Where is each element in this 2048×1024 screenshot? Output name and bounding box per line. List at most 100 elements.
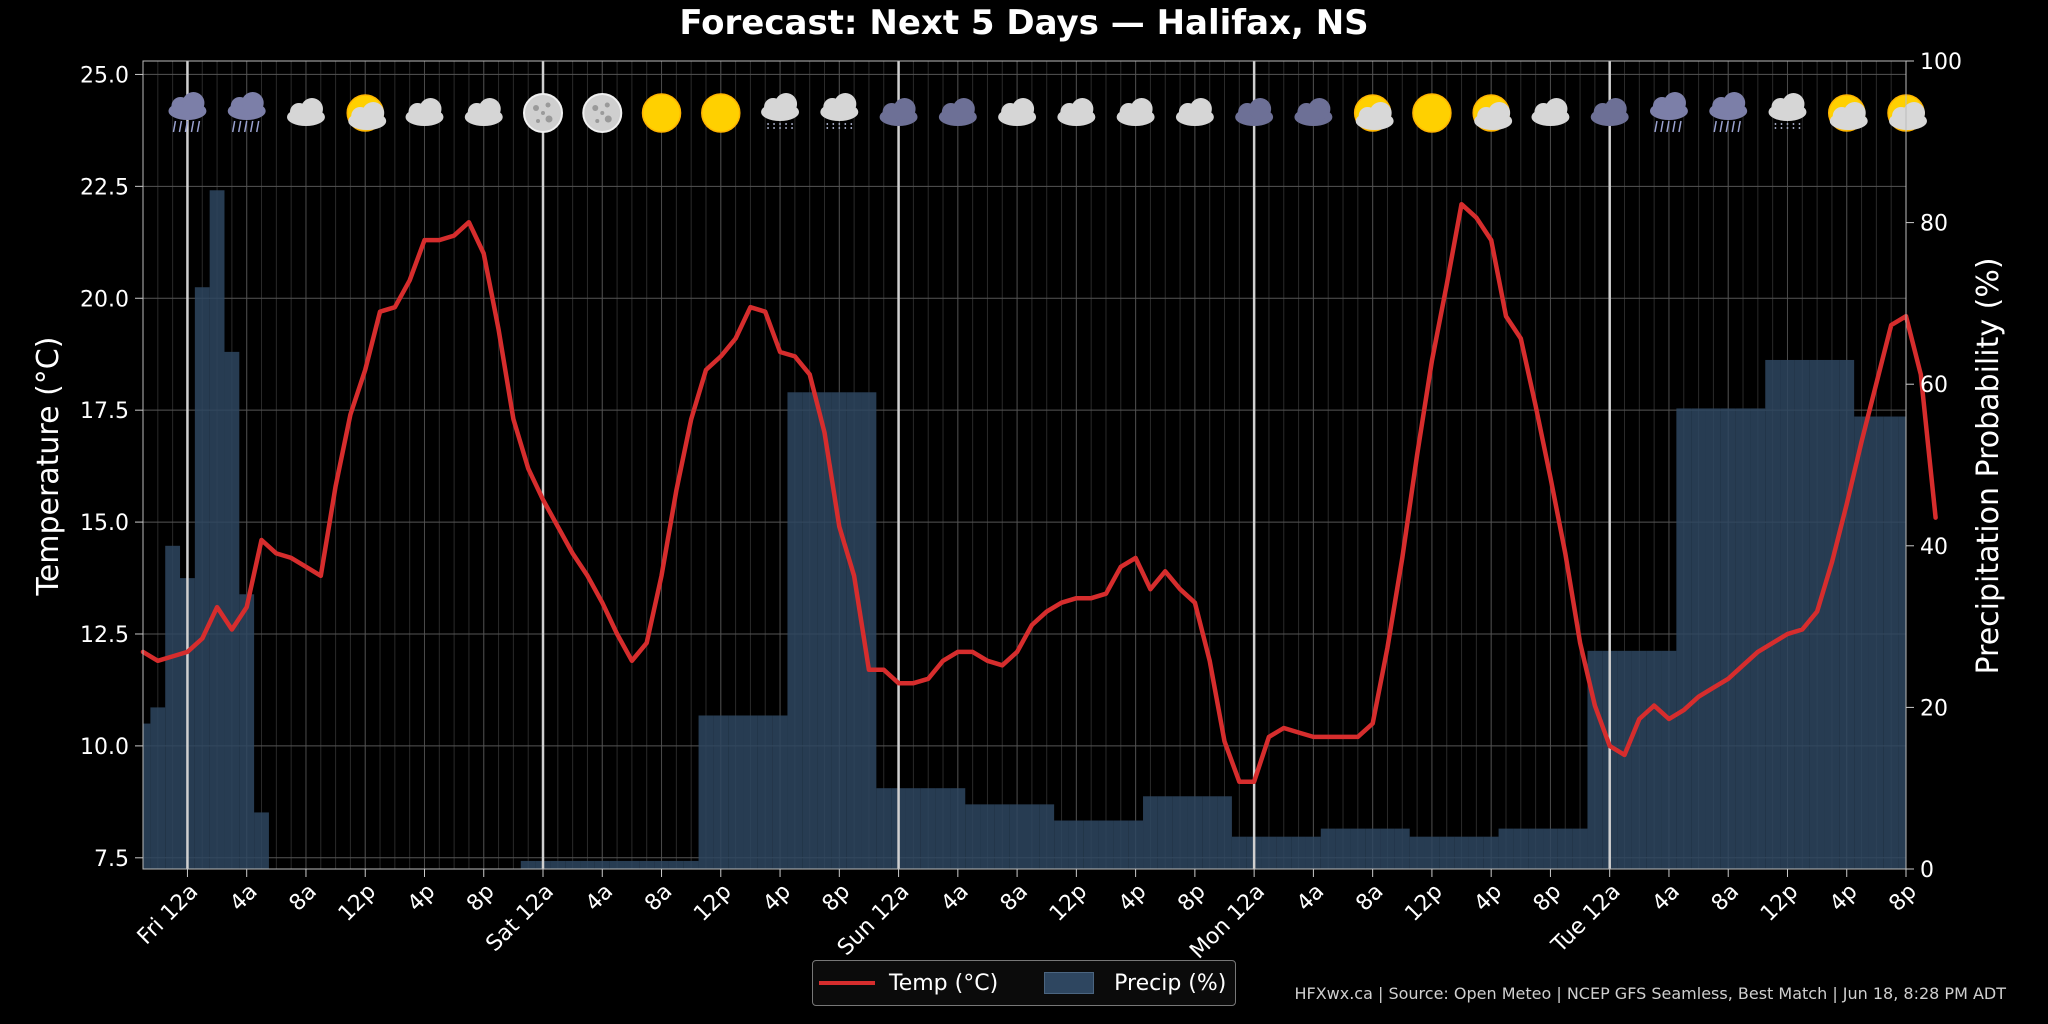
cloud-shape bbox=[775, 93, 798, 115]
moon-crater bbox=[592, 105, 599, 111]
precip-bar bbox=[757, 715, 773, 869]
precip-bar bbox=[1054, 820, 1069, 869]
precip-bar bbox=[1068, 820, 1084, 869]
precip-bar bbox=[935, 788, 951, 869]
precip-bar bbox=[239, 594, 255, 869]
cloudy-icon bbox=[1057, 98, 1096, 126]
cloud-shape bbox=[362, 102, 385, 124]
precip-bar bbox=[143, 723, 151, 869]
partly-sunny-icon bbox=[1472, 94, 1513, 132]
precip-bar bbox=[683, 860, 699, 869]
precip-bar bbox=[1468, 836, 1484, 869]
rain-streak bbox=[1678, 120, 1682, 133]
weather-icons bbox=[168, 92, 1927, 133]
legend-temp-label: Temp (°C) bbox=[889, 970, 999, 996]
cloud-shape bbox=[1663, 92, 1686, 114]
precip-bar bbox=[1646, 650, 1662, 869]
cloud-shape bbox=[1782, 93, 1805, 115]
moon-icon bbox=[582, 93, 623, 133]
dark-cloud-icon bbox=[1235, 98, 1274, 126]
precip-bar bbox=[165, 545, 181, 869]
precip-bar bbox=[1409, 836, 1425, 869]
precip-bar bbox=[1587, 650, 1603, 869]
precip-bar bbox=[861, 392, 877, 869]
rain-streak bbox=[1672, 120, 1676, 133]
rain-streak bbox=[1731, 120, 1735, 133]
precip-bar bbox=[1750, 408, 1766, 869]
cloudy-icon bbox=[1175, 98, 1214, 126]
precip-bar bbox=[550, 860, 566, 869]
precip-bar bbox=[1454, 836, 1469, 869]
precip-bar bbox=[743, 715, 758, 869]
rain-streak bbox=[255, 120, 260, 133]
plot-frame bbox=[142, 60, 1907, 870]
left-tick-label: 7.5 bbox=[94, 847, 129, 872]
x-tick-label: 8a bbox=[285, 879, 322, 916]
precip-bar bbox=[565, 860, 581, 869]
moon-crater bbox=[545, 115, 553, 123]
precip-bar bbox=[1543, 828, 1558, 869]
rain-streak bbox=[196, 120, 201, 133]
rain-streak bbox=[178, 120, 183, 133]
cloudy-icon bbox=[286, 98, 325, 126]
left-axis-ticks: 7.5 10.0 12.5 15.0 17.5 20.0 22.5 25.0 bbox=[80, 63, 143, 872]
precip-bar bbox=[920, 788, 936, 869]
x-tick-label: 12p bbox=[334, 879, 381, 926]
precip-bar bbox=[194, 287, 210, 869]
left-tick-label: 22.5 bbox=[80, 175, 129, 200]
precip-bar bbox=[1513, 828, 1529, 869]
left-tick-label: 25.0 bbox=[80, 63, 129, 88]
day-separators bbox=[186, 61, 1611, 869]
precip-bar bbox=[1631, 650, 1647, 869]
x-tick-label: 4a bbox=[225, 879, 262, 916]
precip-bar bbox=[1765, 359, 1781, 869]
cloud-shape bbox=[419, 98, 442, 120]
precip-bar bbox=[594, 860, 610, 869]
x-tick-label: 4a bbox=[1292, 879, 1329, 916]
precip-bar bbox=[1839, 359, 1855, 869]
precip-bar bbox=[1705, 408, 1721, 869]
precip-bar bbox=[846, 392, 862, 869]
precip-bar bbox=[639, 860, 655, 869]
x-tick-label: 8p bbox=[1884, 879, 1921, 916]
x-tick-label: 8a bbox=[1351, 879, 1388, 916]
moon-crater bbox=[604, 102, 610, 108]
precip-bar bbox=[817, 392, 832, 869]
cloud-shape bbox=[952, 98, 975, 120]
precip-bar bbox=[1172, 796, 1188, 869]
precip-bar bbox=[965, 804, 981, 869]
sunny-icon bbox=[1412, 93, 1452, 133]
y-axis-label-right: Precipitation Probability (%) bbox=[1971, 257, 2006, 674]
rain-streak bbox=[1713, 120, 1717, 133]
precip-bar bbox=[1187, 796, 1203, 869]
rain-streak bbox=[1737, 120, 1741, 133]
precip-bar bbox=[950, 788, 966, 869]
precip-bar bbox=[1291, 836, 1306, 869]
x-tick-label: 8a bbox=[1707, 879, 1744, 916]
precip-bar bbox=[1113, 820, 1129, 869]
sunny-icon bbox=[641, 93, 682, 133]
precip-bar bbox=[772, 715, 788, 869]
sun-shape bbox=[641, 93, 682, 133]
sunny-icon bbox=[701, 93, 741, 133]
left-tick-label: 10.0 bbox=[80, 735, 129, 760]
precip-bar bbox=[1365, 828, 1381, 869]
rain-streak bbox=[249, 120, 254, 133]
precip-bar bbox=[1483, 836, 1499, 869]
moon-crater bbox=[533, 105, 540, 111]
drizzle-icon bbox=[761, 93, 800, 131]
precip-bar bbox=[980, 804, 995, 869]
cloud-shape bbox=[1604, 98, 1627, 120]
precip-bar bbox=[802, 392, 818, 869]
moon-crater bbox=[604, 115, 612, 123]
cloud-shape bbox=[1843, 102, 1866, 124]
precip-bar bbox=[1276, 836, 1292, 869]
cloud-shape bbox=[1130, 98, 1153, 120]
precip-bar bbox=[1424, 836, 1440, 869]
moon-crater bbox=[595, 119, 600, 123]
x-tick-label: 8p bbox=[462, 879, 499, 916]
thunderstorm-icon bbox=[227, 92, 266, 133]
precip-bar bbox=[1661, 650, 1677, 869]
right-axis-ticks: 0 20 40 60 80 100 bbox=[1906, 50, 1962, 883]
